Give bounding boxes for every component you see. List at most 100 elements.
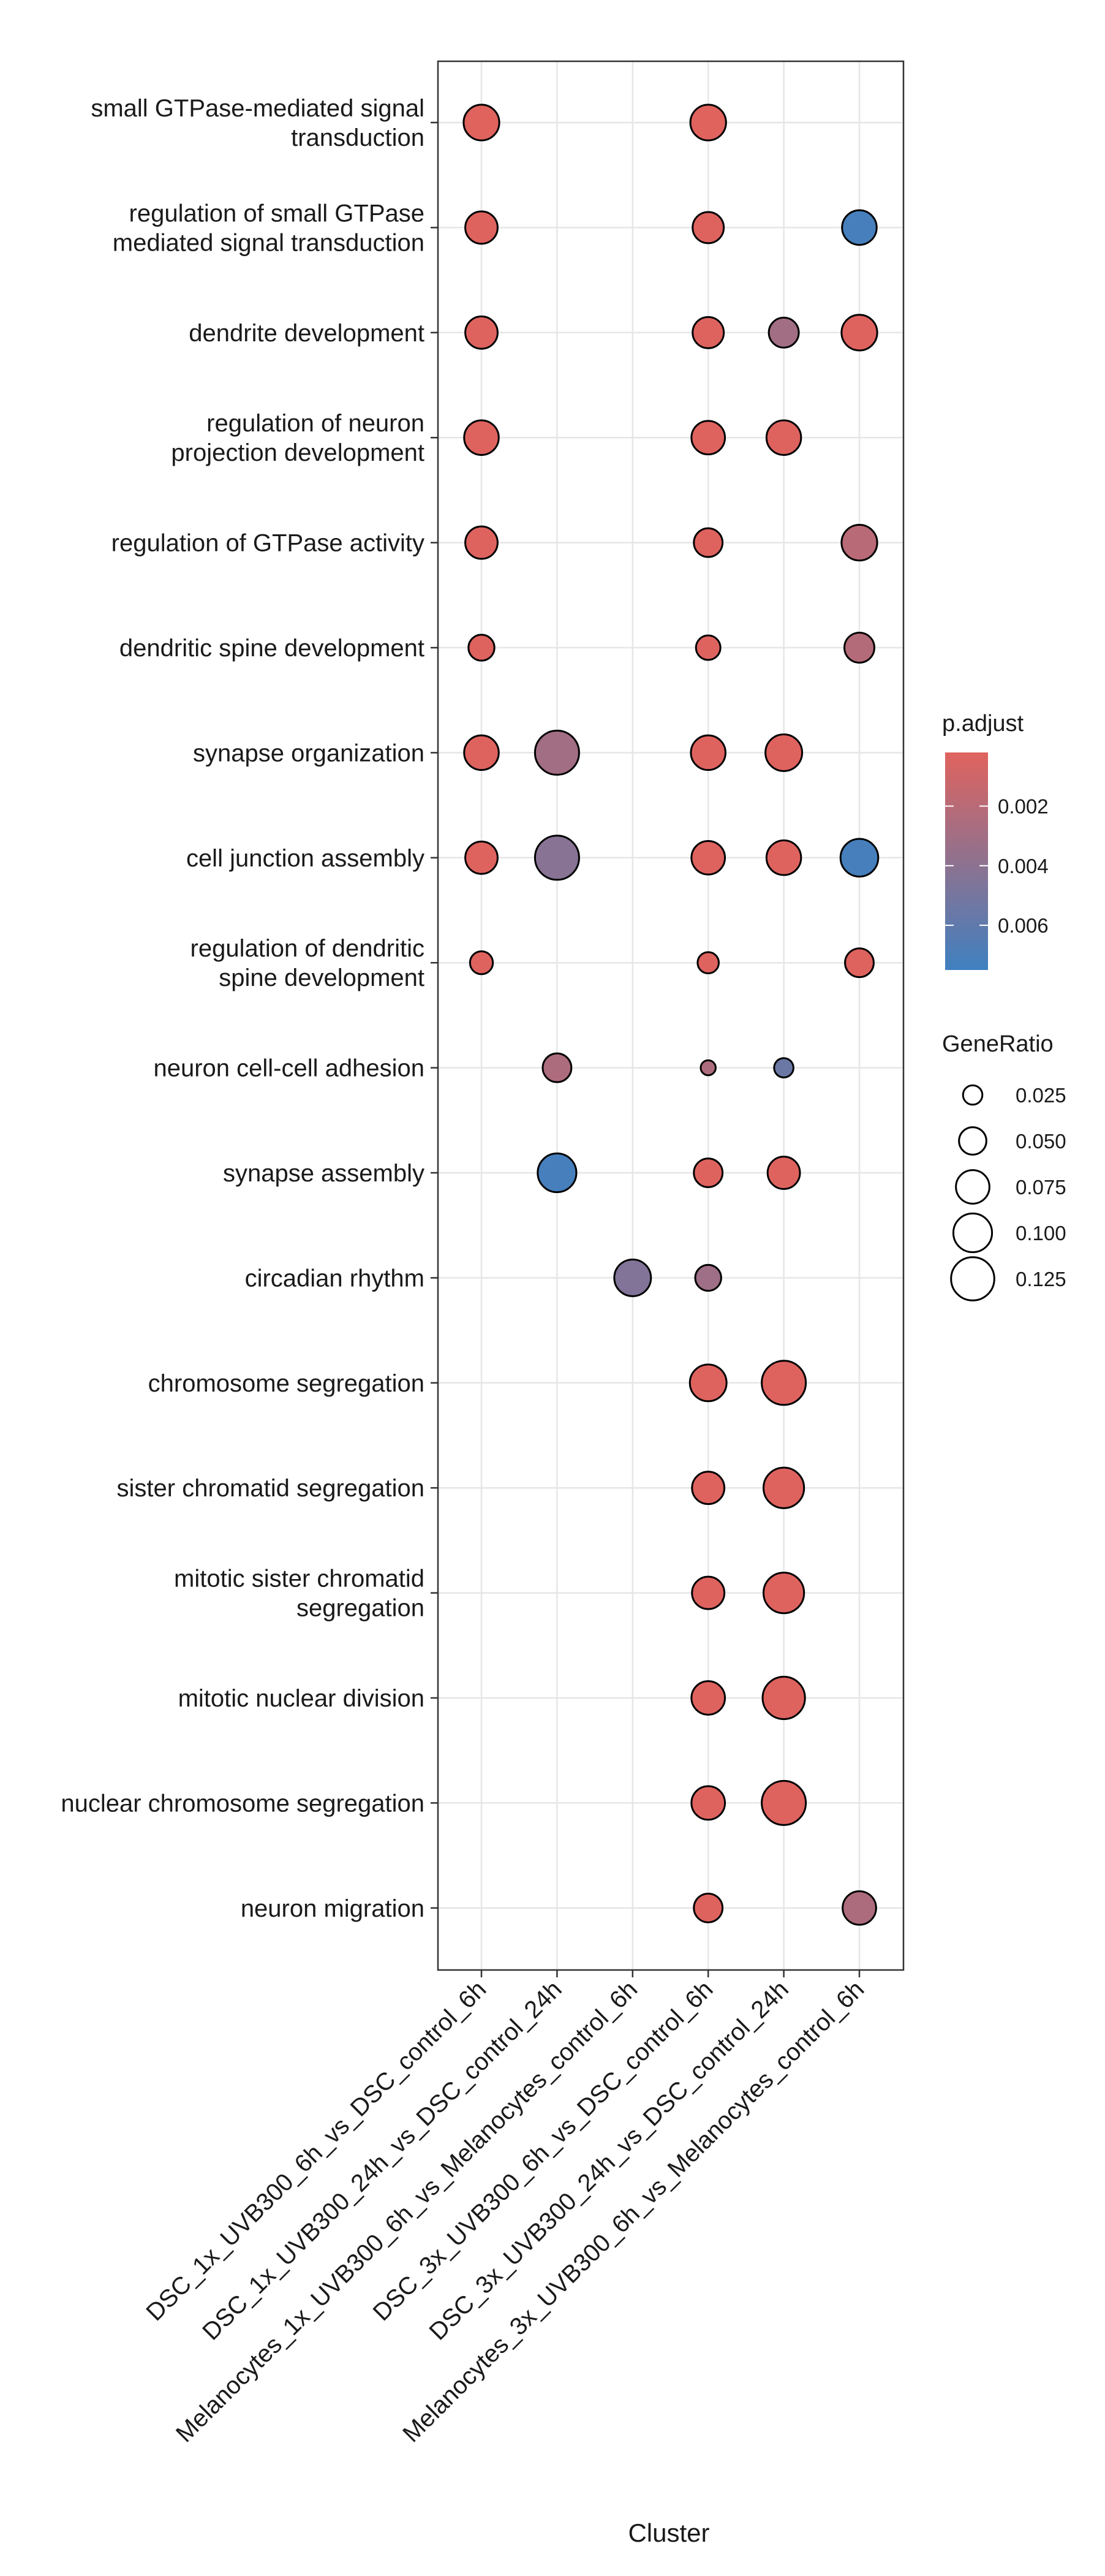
y-tick-label: mitotic sister chromatid segregation	[174, 1566, 424, 1622]
data-point	[844, 947, 875, 979]
data-point	[692, 316, 725, 349]
size-legend-circle	[950, 1256, 995, 1301]
data-point	[693, 1157, 724, 1188]
data-point	[762, 1571, 805, 1615]
data-point	[691, 1471, 726, 1506]
data-point	[692, 211, 725, 244]
data-point	[690, 839, 726, 876]
y-tick-label-line: chromosome segregation	[148, 1370, 424, 1397]
size-legend-circle	[952, 1212, 994, 1254]
size-legend-items: 0.025 0.050 0.075 0.100 0.125	[950, 1084, 1066, 1301]
y-tick-label: sister chromatid segregation	[117, 1475, 424, 1502]
y-tick-label-line: small GTPase-mediated signal	[91, 95, 424, 122]
data-point	[764, 733, 804, 772]
size-legend-label: 0.125	[1016, 1268, 1066, 1290]
y-tick-label: cell junction assembly	[186, 845, 424, 872]
points	[462, 104, 880, 1926]
y-tick-label: small GTPase-mediated signal transduction	[91, 95, 424, 151]
data-point	[690, 420, 726, 456]
data-point	[690, 1785, 726, 1821]
data-point	[761, 1360, 807, 1406]
y-tick-label-line: projection development	[171, 439, 424, 466]
data-point	[541, 1052, 573, 1083]
data-point	[694, 1263, 722, 1292]
y-tick-label: circadian rhythm	[245, 1265, 424, 1292]
size-legend-title: GeneRatio	[942, 1031, 1054, 1057]
data-point	[842, 1890, 877, 1926]
y-tick-label: regulation of GTPase activity	[111, 530, 424, 557]
y-tick-label: neuron migration	[241, 1895, 424, 1922]
data-point	[464, 840, 499, 875]
size-legend-label: 0.075	[1016, 1176, 1066, 1199]
y-tick-label-line: regulation of small GTPase	[129, 200, 424, 227]
y-tick-label-line: circadian rhythm	[245, 1265, 424, 1292]
colorbar-tick-label: 0.002	[998, 795, 1049, 818]
y-tick-label: synapse assembly	[223, 1160, 424, 1187]
size-legend: GeneRatio 0.025 0.050 0.075 0.100 0.125	[942, 1031, 1066, 1301]
data-point	[767, 316, 800, 349]
size-legend-circle	[962, 1084, 984, 1106]
y-tick-label-line: spine development	[219, 964, 424, 991]
data-point	[464, 525, 499, 560]
y-tick-label: synapse organization	[193, 740, 424, 767]
y-tick-label: dendritic spine development	[119, 635, 424, 662]
y-tick-label: neuron cell-cell adhesion	[154, 1055, 425, 1082]
y-tick-label-line: segregation	[296, 1595, 424, 1622]
y-tick-label-line: dendritic spine development	[119, 635, 424, 662]
data-point	[469, 950, 494, 975]
data-point	[688, 1363, 728, 1403]
data-point	[843, 632, 875, 664]
y-tick-label-line: neuron migration	[241, 1895, 424, 1922]
y-tick-label-line: neuron cell-cell adhesion	[154, 1055, 425, 1082]
data-point	[696, 951, 720, 974]
y-tick-label-line: regulation of dendritic	[190, 935, 424, 962]
y-tick-label: nuclear chromosome segregation	[61, 1790, 424, 1817]
data-point	[467, 634, 496, 662]
colorbar-ticks: 0.002 0.004 0.006	[945, 795, 1049, 937]
y-tick-label: regulation of neuron projection developme…	[171, 410, 424, 466]
data-point	[463, 734, 500, 771]
data-point	[761, 1779, 807, 1826]
y-tick-label-line: synapse organization	[193, 740, 424, 767]
data-point	[693, 1892, 724, 1923]
data-point	[695, 634, 722, 661]
data-point	[464, 210, 499, 245]
y-tick-label: dendrite development	[189, 320, 424, 347]
y-tick-label-line: mediated signal transduction	[113, 229, 424, 256]
y-tick-label-line: regulation of neuron	[206, 410, 424, 437]
data-point	[463, 419, 500, 456]
x-axis-title: Cluster	[628, 2518, 709, 2547]
y-tick-label-line: synapse assembly	[223, 1160, 424, 1187]
data-point	[765, 419, 802, 456]
data-point	[766, 1156, 801, 1190]
grid	[438, 61, 903, 1970]
size-legend-circle	[955, 1169, 990, 1205]
y-tick-label: regulation of small GTPase mediated signa…	[113, 200, 424, 256]
y-tick-label-line: sister chromatid segregation	[117, 1475, 424, 1502]
y-tick-label-line: mitotic nuclear division	[178, 1685, 424, 1712]
data-point	[464, 315, 499, 350]
y-axis: small GTPase-mediated signal transduction…	[61, 95, 438, 1922]
panel-border	[437, 60, 905, 1971]
data-point	[700, 1059, 717, 1077]
data-point	[840, 314, 878, 352]
data-point	[613, 1258, 652, 1297]
colorbar	[945, 752, 988, 970]
data-point	[765, 839, 802, 876]
color-legend-title: p.adjust	[942, 711, 1024, 737]
y-tick-label-line: transduction	[291, 124, 424, 151]
colorbar-tick-label: 0.006	[998, 914, 1049, 937]
data-point	[537, 1152, 578, 1194]
data-point	[762, 1466, 805, 1509]
size-legend-label: 0.050	[1016, 1130, 1066, 1153]
y-tick-label-line: dendrite development	[189, 320, 424, 347]
data-point	[690, 734, 726, 771]
y-tick-label-line: nuclear chromosome segregation	[61, 1790, 424, 1817]
y-tick-label: regulation of dendritic spine development	[190, 935, 424, 991]
data-point	[690, 1680, 726, 1716]
data-point	[840, 523, 878, 562]
data-point	[761, 1675, 806, 1721]
data-point	[689, 104, 727, 142]
